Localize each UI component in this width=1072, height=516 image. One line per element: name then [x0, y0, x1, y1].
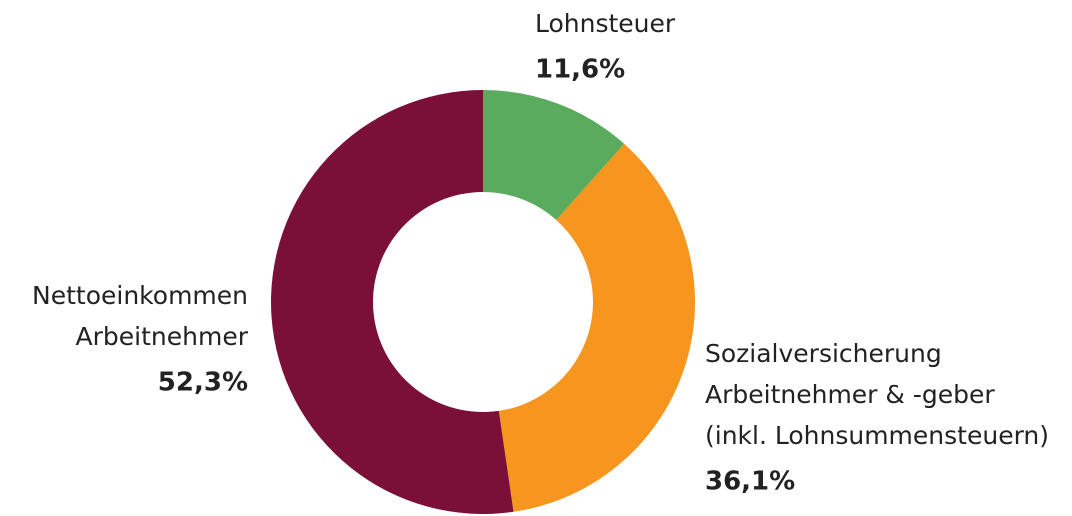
donut-slice — [483, 90, 625, 220]
donut-slice — [498, 143, 696, 512]
slice-label: Sozialversicherung — [705, 339, 942, 368]
slice-label: Lohnsteuer — [535, 9, 676, 38]
slice-label: Arbeitnehmer & -geber — [705, 380, 995, 409]
slice-label: (inkl. Lohnsummensteuern) — [705, 421, 1049, 450]
value-label: 52,3% — [158, 368, 248, 398]
value-label: 11,6% — [535, 55, 625, 85]
value-label: 36,1% — [705, 467, 795, 497]
slice-label: Arbeitnehmer — [76, 322, 249, 351]
slice-label: Nettoeinkommen — [32, 281, 248, 310]
donut-slice — [271, 90, 514, 514]
